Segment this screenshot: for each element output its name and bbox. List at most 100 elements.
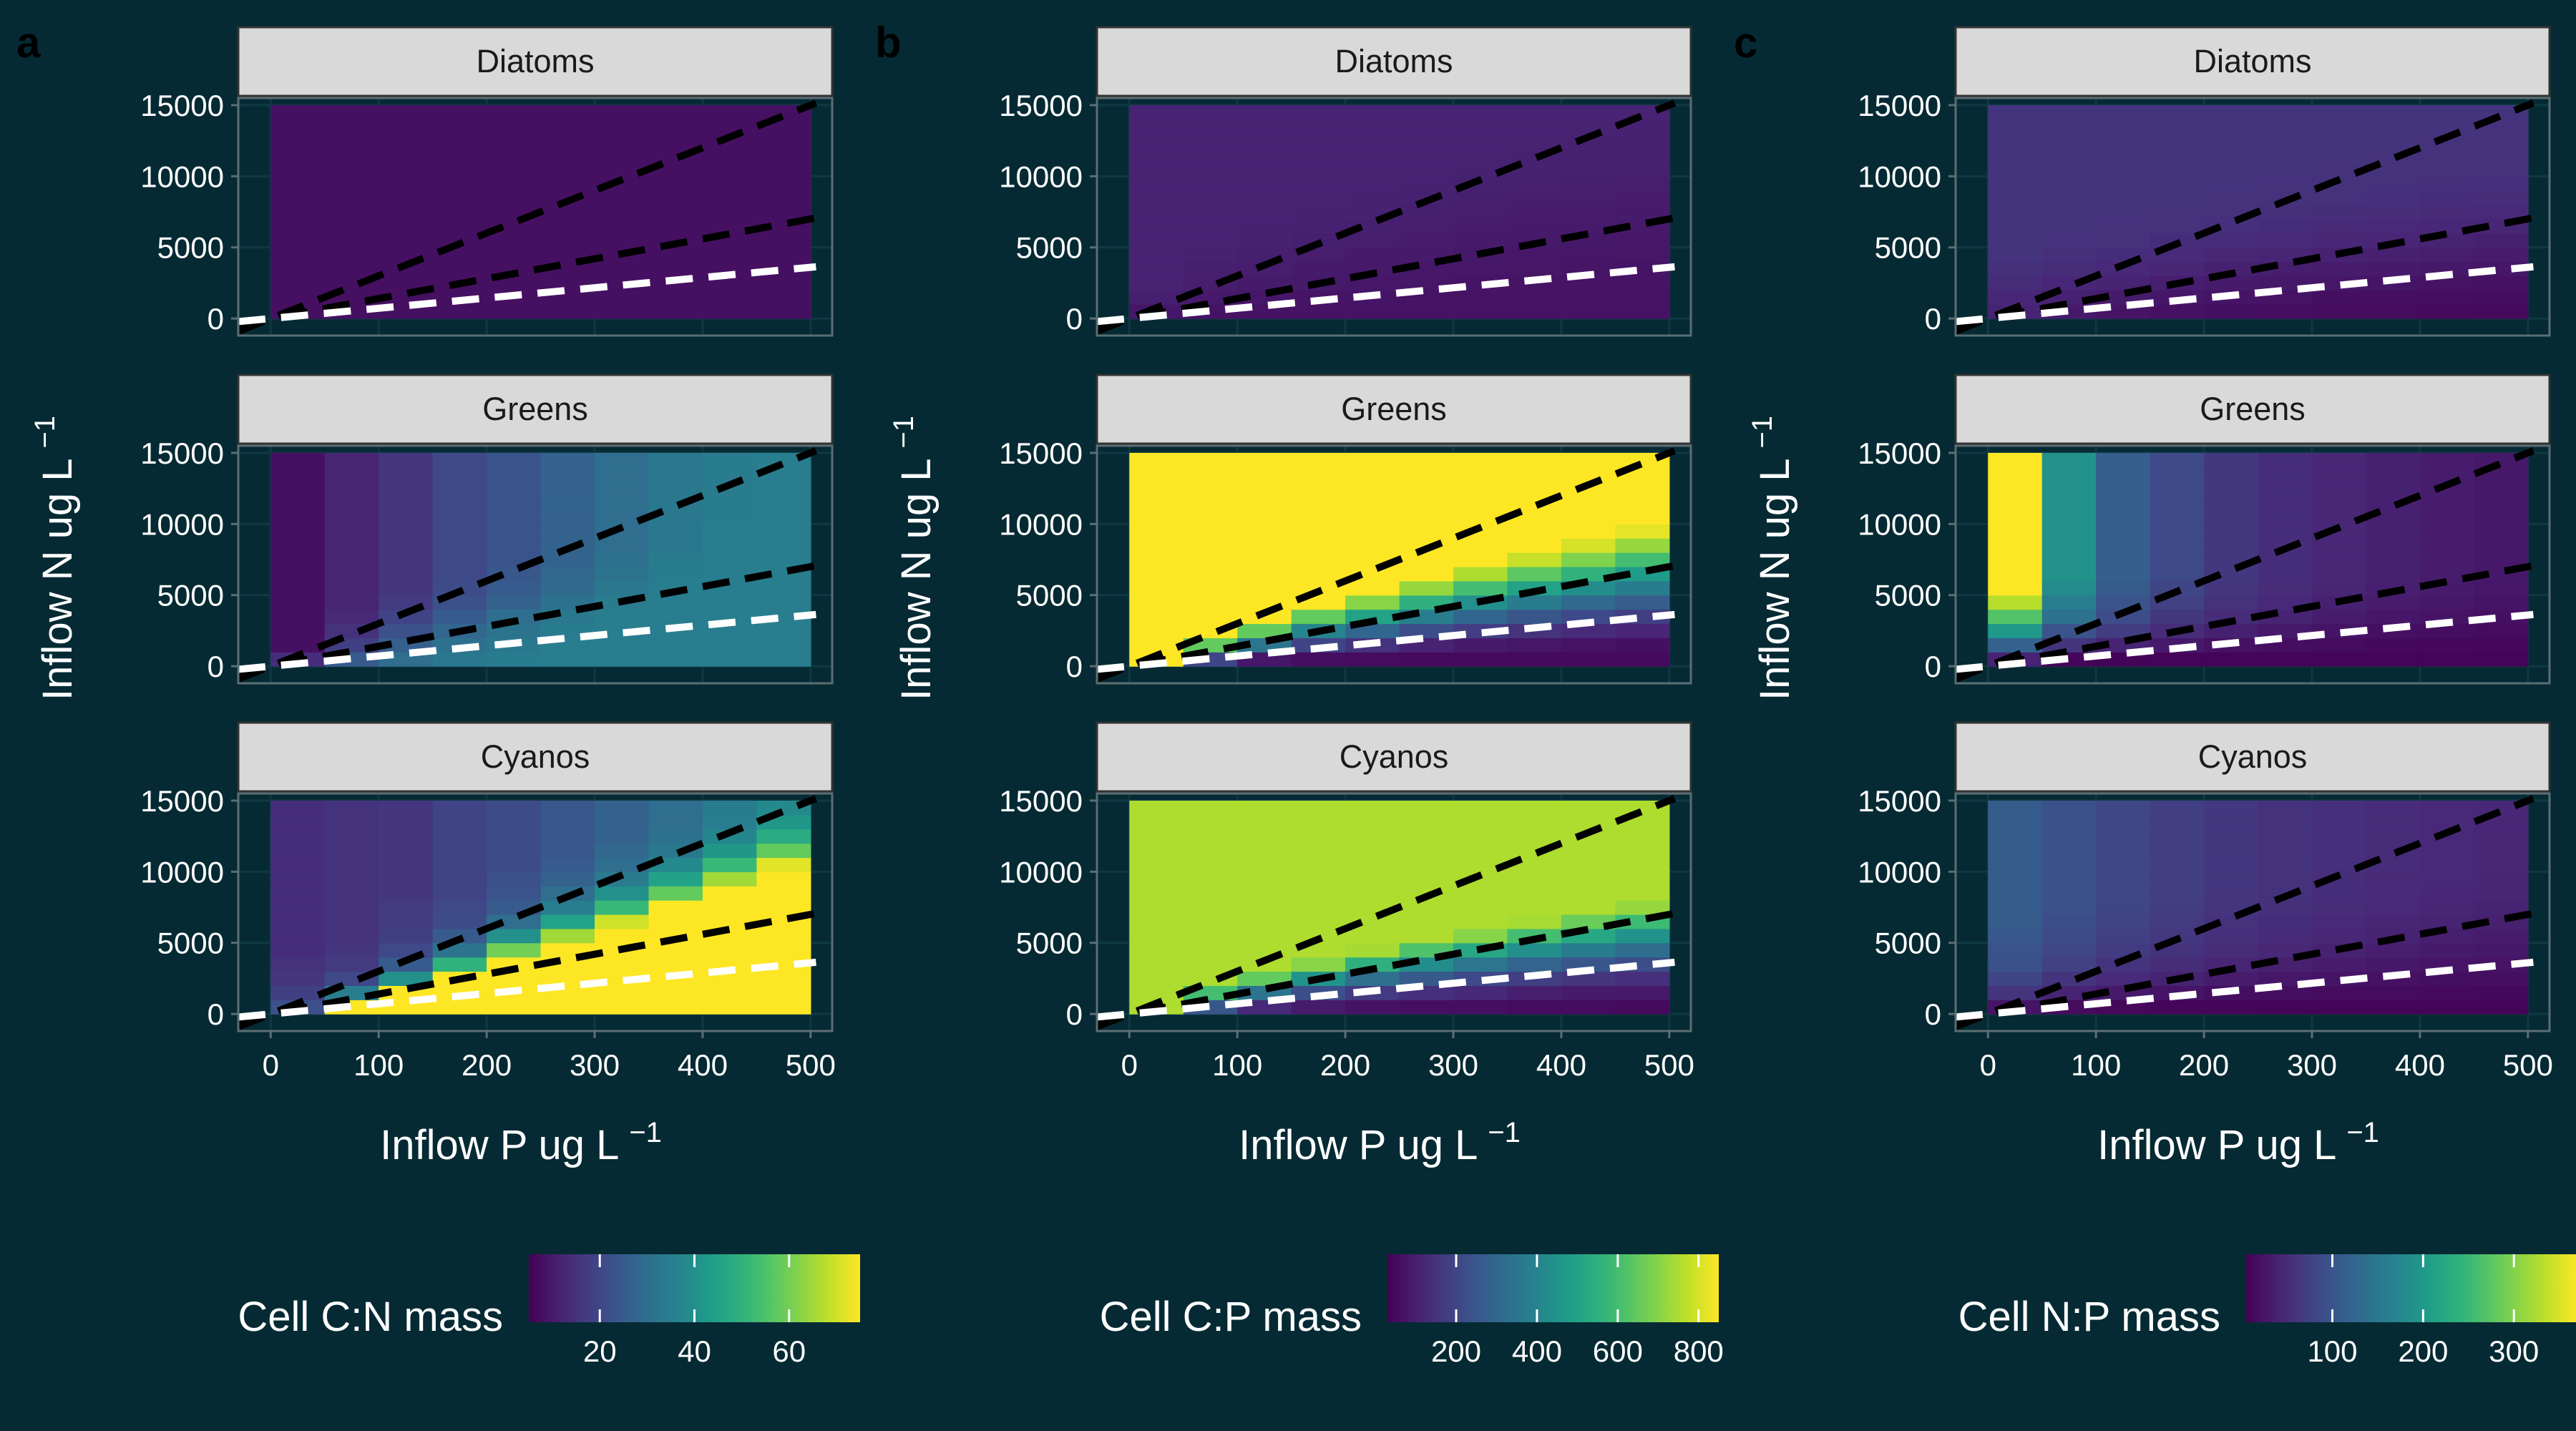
heatmap-cell — [2258, 871, 2313, 887]
heatmap-cell — [2312, 829, 2367, 844]
heatmap-cell — [270, 971, 326, 986]
heatmap-cell — [540, 928, 595, 944]
heatmap-cell — [756, 928, 811, 944]
heatmap-cell — [1988, 104, 2043, 120]
heatmap-cell — [2366, 552, 2421, 567]
x-axis-title: Inflow P ug L −1 — [1239, 1117, 1521, 1168]
heatmap-cell — [1507, 218, 1562, 234]
heatmap-cell — [379, 829, 434, 844]
heatmap-cell — [2258, 104, 2313, 120]
heatmap-cell — [2474, 162, 2529, 177]
heatmap-cell — [270, 595, 326, 610]
heatmap-cell — [2312, 538, 2367, 553]
heatmap-cell — [1345, 538, 1400, 553]
ratio-reference-line — [238, 958, 816, 1021]
heatmap-cell — [2041, 205, 2097, 220]
panel-a: a Diatoms050001000015000Greens05000100001… — [16, 19, 860, 1368]
heatmap-cell — [1291, 857, 1346, 872]
y-tick-label: 0 — [1066, 997, 1083, 1031]
facet-cyanos: Cyanos 0 5000 10000 15000 0 100 200 300 400 500 — [1858, 721, 2553, 1082]
heatmap-cell — [2419, 957, 2474, 972]
heatmap-cell — [1988, 290, 2043, 305]
heatmap-cell — [1129, 467, 1184, 482]
heatmap-cell — [2204, 652, 2259, 667]
heatmap-cell — [595, 652, 650, 667]
heatmap-cell — [2096, 218, 2151, 234]
heatmap-cell — [379, 595, 434, 610]
heatmap-cell — [2474, 275, 2529, 290]
heatmap-cell — [2041, 261, 2097, 277]
heatmap-cell — [1615, 275, 1670, 290]
heatmap-cell — [1561, 566, 1616, 582]
heatmap-cell — [1237, 119, 1292, 135]
heatmap-cell — [1507, 247, 1562, 263]
heatmap-cell — [1615, 638, 1670, 653]
heatmap-cell — [1988, 190, 2043, 205]
heatmap-cell — [595, 857, 650, 872]
heatmap-cell — [379, 176, 434, 191]
heatmap-cell — [2312, 190, 2367, 205]
heatmap-cell — [1129, 261, 1184, 277]
heatmap-cell — [379, 104, 434, 120]
heatmap-cell — [432, 829, 487, 844]
heatmap-cell — [1399, 147, 1454, 163]
heatmap-cell — [648, 205, 703, 220]
heatmap-cell — [1399, 652, 1454, 667]
heatmap-cell — [2041, 800, 2097, 816]
heatmap-cell — [1183, 942, 1238, 958]
heatmap-cell — [1561, 985, 1616, 1000]
heatmap-cell — [1183, 900, 1238, 915]
heatmap-cell — [324, 552, 379, 567]
heatmap-cell — [487, 871, 542, 887]
heatmap-cell — [324, 538, 379, 553]
heatmap-cell — [702, 800, 757, 816]
heatmap-cell — [2096, 829, 2151, 844]
y-tick-label: 0 — [1925, 650, 1941, 683]
heatmap-cell — [2258, 162, 2313, 177]
y-tick-label: 0 — [208, 997, 224, 1031]
heatmap-cell — [2150, 104, 2205, 120]
heatmap-cell — [756, 290, 811, 305]
heatmap-cell — [1183, 233, 1238, 248]
colorbar-legend: Cell C:N mass 20 40 60 — [238, 1254, 860, 1368]
heatmap-cell — [648, 261, 703, 277]
heatmap-cell — [2204, 147, 2259, 163]
heatmap-cell — [2366, 1000, 2421, 1015]
heatmap-cell — [595, 829, 650, 844]
heatmap-cell — [540, 1000, 595, 1015]
heatmap-cell — [648, 886, 703, 901]
heatmap-cell — [1291, 481, 1346, 497]
heatmap-cell — [1237, 147, 1292, 163]
facet-label: Diatoms — [2193, 43, 2311, 79]
heatmap-cell — [1291, 467, 1346, 482]
heatmap-cell — [1507, 304, 1562, 319]
heatmap-cell — [1291, 538, 1346, 553]
heatmap-cell — [2204, 104, 2259, 120]
heatmap-cell — [2419, 829, 2474, 844]
heatmap-cell — [2041, 218, 2097, 234]
heatmap-cell — [379, 566, 434, 582]
heatmap-cell — [1399, 104, 1454, 120]
heatmap-cell — [2204, 538, 2259, 553]
ratio-reference-line — [1955, 610, 2534, 673]
heatmap-cell — [2204, 119, 2259, 135]
heatmap-cell — [702, 538, 757, 553]
heatmap-cell — [1399, 119, 1454, 135]
heatmap-cell — [1507, 566, 1562, 582]
heatmap-cell — [2096, 233, 2151, 248]
heatmap-cell — [1988, 638, 2043, 653]
heatmap-cell — [1129, 233, 1184, 248]
x-tick-label: 0 — [1121, 1048, 1138, 1082]
heatmap-cell — [270, 509, 326, 524]
heatmap-cell — [1129, 218, 1184, 234]
heatmap-cell — [2312, 580, 2367, 596]
heatmap-cell — [1399, 233, 1454, 248]
heatmap-cell — [1561, 190, 1616, 205]
ratio-reference-line — [1096, 909, 1676, 1024]
heatmap-cell — [1399, 495, 1454, 511]
heatmap-cell — [379, 162, 434, 177]
heatmap-cell — [270, 609, 326, 625]
heatmap-cell — [1129, 800, 1184, 816]
colorbar-tick-label: 40 — [678, 1334, 711, 1368]
heatmap-cell — [1291, 800, 1346, 816]
